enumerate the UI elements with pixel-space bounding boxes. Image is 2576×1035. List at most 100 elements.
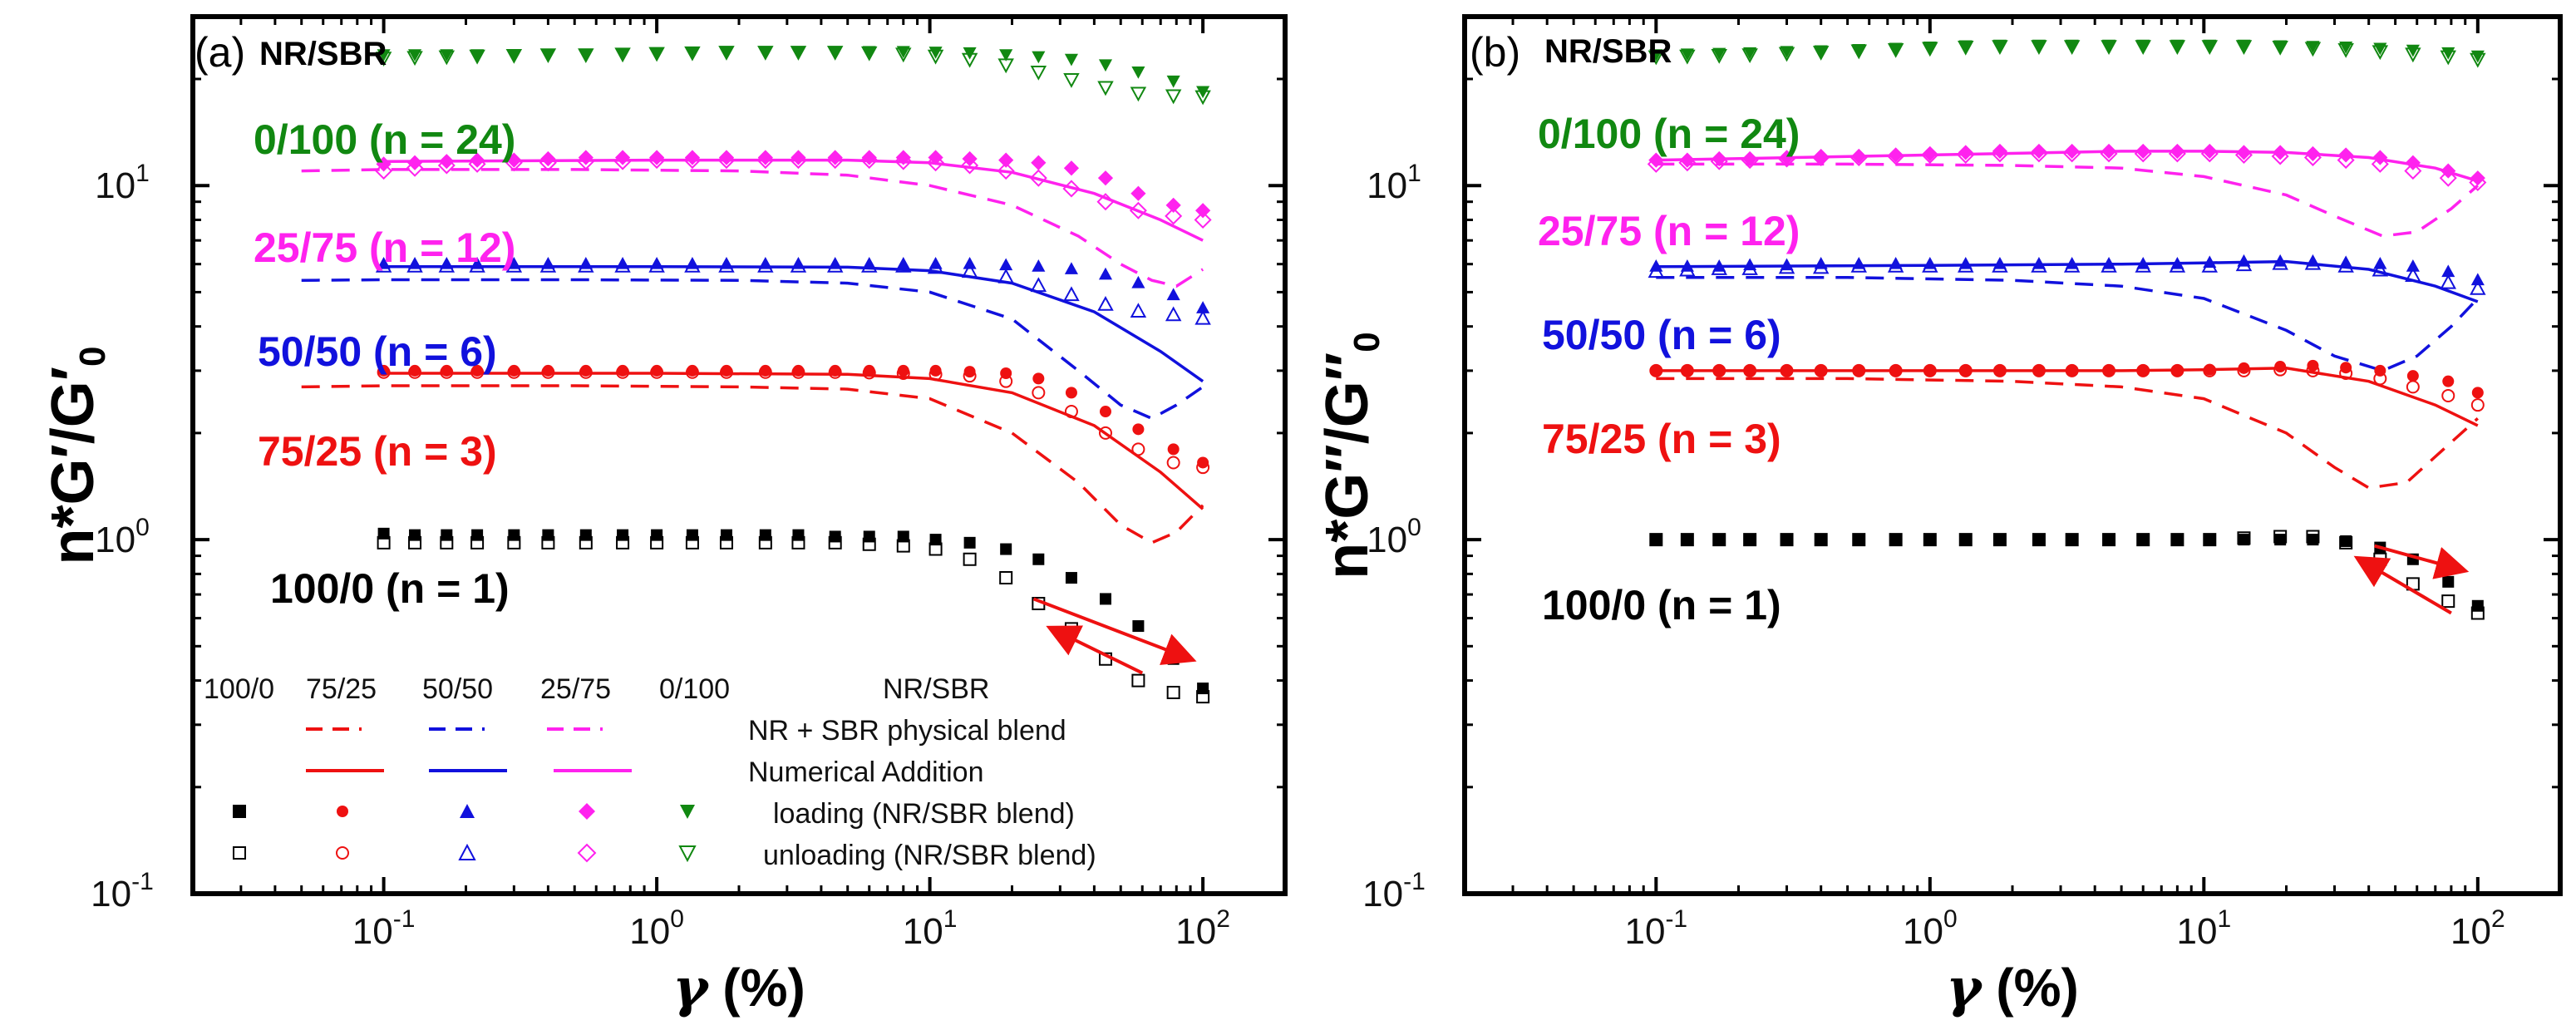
loading-point (1958, 40, 1973, 53)
unloading-point (1098, 426, 1112, 440)
loading-point (1195, 203, 1211, 219)
loading-point (2101, 256, 2116, 269)
loading-point (2340, 362, 2352, 374)
loading-point (1742, 150, 1758, 167)
physical-blend-curve (301, 168, 1204, 288)
loading-point (1744, 364, 1756, 377)
loading-point (2372, 150, 2388, 165)
unloading-point (1194, 210, 1212, 229)
unloading-point (1129, 201, 1147, 219)
loading-point (1743, 47, 1757, 60)
panel-a-ylabel: n*G′/G′0 (40, 346, 113, 564)
loading-point (963, 47, 977, 60)
loading-point (828, 46, 842, 59)
loading-point (406, 155, 423, 170)
loading-point (441, 364, 453, 377)
loading-point (963, 256, 977, 269)
loading-point (1130, 185, 1146, 201)
loading-point (895, 150, 911, 165)
loading-point (617, 529, 629, 541)
loading-point (541, 256, 555, 269)
loading-point (896, 256, 910, 269)
loading-point (1166, 288, 1180, 301)
unloading-point (2371, 155, 2389, 173)
loading-point (1958, 256, 1973, 269)
loading-point (2203, 255, 2217, 269)
loading-point (1649, 259, 1663, 272)
loading-point (1992, 256, 2007, 269)
loading-point (1031, 155, 1047, 170)
legend-open-inv-triangle (678, 845, 697, 863)
loading-point (1099, 406, 1111, 418)
panel-b-xlabel: γ (%) (1946, 957, 2079, 1019)
loading-point (440, 49, 454, 62)
loading-point (2470, 273, 2485, 286)
loading-point (1852, 256, 1866, 269)
unloading-point (1165, 306, 1182, 322)
loading-point (2273, 254, 2288, 267)
loading-point (1923, 256, 1937, 269)
panel-a-label-50-50: 50/50 (n = 6) (258, 328, 497, 375)
loading-point (1064, 53, 1078, 67)
panel-a-frame (190, 14, 1288, 896)
loading-point (469, 152, 485, 168)
loading-point (759, 529, 771, 541)
loading-point (1099, 593, 1111, 605)
loading-point (579, 529, 592, 541)
loading-point (579, 364, 592, 377)
unloading-point (2470, 398, 2485, 412)
loading-point (2307, 534, 2319, 546)
legend-unloading: unloading (NR/SBR blend) (763, 840, 1096, 871)
loading-point (1923, 534, 1936, 546)
panel-a-xlabel: γ (%) (672, 957, 805, 1019)
loading-point (1889, 364, 1902, 377)
loading-point (407, 256, 422, 269)
loading-point (2338, 147, 2354, 163)
unloading-point (1096, 193, 1115, 211)
loading-point (1993, 364, 2006, 377)
unloading-point (997, 162, 1015, 180)
loading-point (471, 364, 484, 377)
physical-blend-curve (1656, 276, 2480, 372)
physical-blend-curve (1656, 162, 2479, 238)
loading-point (1032, 553, 1045, 565)
loading-point (439, 154, 455, 170)
loading-point (2406, 259, 2420, 272)
loading-point (2066, 364, 2078, 377)
loading-point (2307, 359, 2319, 372)
loading-point (2032, 364, 2045, 377)
x-tick-label: 101 (2176, 905, 2231, 952)
x-tick-label: 101 (903, 905, 958, 952)
panel-b-markers (1647, 39, 2487, 620)
y-tick-label: 10-1 (91, 868, 154, 914)
loading-point (2170, 256, 2184, 269)
loading-point (2441, 163, 2456, 179)
loading-point (2032, 534, 2045, 546)
loading-point (897, 530, 909, 543)
legend-numerical-addition: Numerical Addition (748, 757, 983, 788)
unloading-point (2441, 388, 2455, 402)
loading-point (929, 364, 942, 377)
loading-point (757, 150, 773, 165)
loading-point (2405, 155, 2421, 170)
unloading-point (1029, 169, 1047, 187)
legend-loading: loading (NR/SBR blend) (773, 798, 1075, 830)
loading-point (1032, 51, 1046, 64)
loading-point (829, 530, 841, 543)
loading-point (1851, 148, 1867, 165)
loading-point (1744, 534, 1756, 546)
loading-point (1813, 150, 1829, 165)
loading-point (686, 364, 698, 377)
loading-point (1649, 49, 1663, 62)
loading-point (1131, 67, 1145, 79)
x-tick-label: 10-1 (1624, 905, 1687, 952)
panel-a-label-100-0: 100/0 (n = 1) (270, 565, 510, 612)
loading-point (758, 46, 772, 59)
loading-point (1648, 152, 1664, 168)
loading-point (2373, 42, 2387, 56)
legend-filled-inv-triangle (680, 805, 695, 819)
loading-point (791, 150, 806, 165)
legend-header-50-50: 50/50 (422, 673, 493, 705)
loading-point (2339, 42, 2353, 54)
loading-point (2441, 47, 2455, 60)
